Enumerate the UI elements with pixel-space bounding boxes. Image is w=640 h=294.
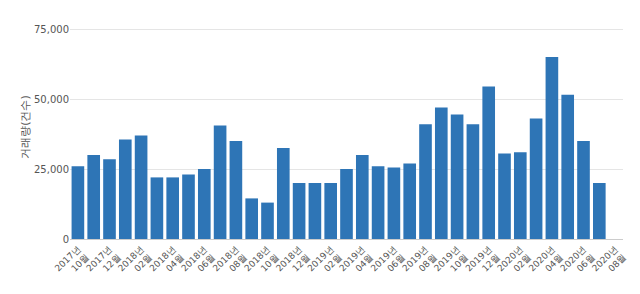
svg-text:2020년06월: 2020년06월 bbox=[558, 244, 596, 282]
svg-text:2020년02월: 2020년02월 bbox=[495, 244, 533, 282]
svg-text:0: 0 bbox=[63, 234, 69, 245]
svg-text:75,000: 75,000 bbox=[34, 24, 69, 35]
svg-text:2018년06월: 2018년06월 bbox=[179, 244, 217, 282]
svg-text:2018년04월: 2018년04월 bbox=[148, 244, 186, 282]
svg-text:2018년02월: 2018년02월 bbox=[116, 244, 154, 282]
svg-text:2017년10월: 2017년10월 bbox=[53, 244, 91, 282]
svg-text:2019년10월: 2019년10월 bbox=[432, 244, 470, 282]
svg-text:2019년12월: 2019년12월 bbox=[464, 244, 502, 282]
svg-text:25,000: 25,000 bbox=[34, 164, 69, 175]
svg-text:2020년08월: 2020년08월 bbox=[590, 244, 628, 282]
svg-text:50,000: 50,000 bbox=[34, 94, 69, 105]
svg-text:2018년08월: 2018년08월 bbox=[211, 244, 249, 282]
svg-text:2017년12월: 2017년12월 bbox=[84, 244, 122, 282]
svg-text:2018년10월: 2018년10월 bbox=[242, 244, 280, 282]
svg-text:2019년02월: 2019년02월 bbox=[306, 244, 344, 282]
svg-text:2018년12월: 2018년12월 bbox=[274, 244, 312, 282]
svg-text:2019년04월: 2019년04월 bbox=[337, 244, 375, 282]
svg-text:2019년08월: 2019년08월 bbox=[400, 244, 438, 282]
svg-text:2020년04월: 2020년04월 bbox=[527, 244, 565, 282]
svg-text:거래량(건수): 거래량(건수) bbox=[19, 95, 32, 159]
svg-text:2019년06월: 2019년06월 bbox=[369, 244, 407, 282]
